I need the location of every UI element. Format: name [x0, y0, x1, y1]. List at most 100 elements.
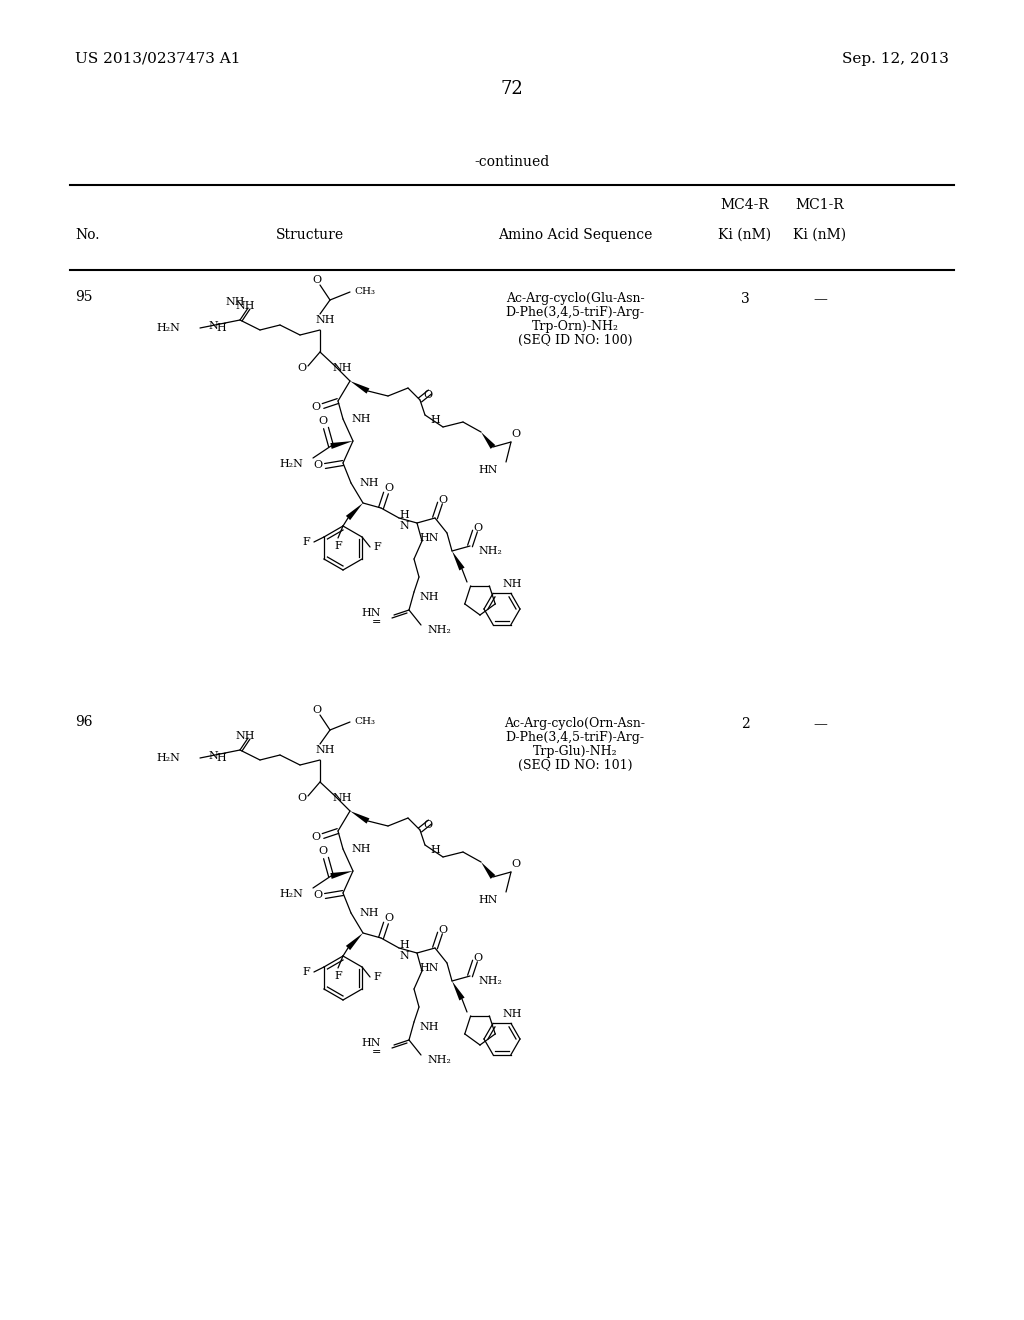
Text: NH: NH: [359, 478, 379, 488]
Text: 3: 3: [740, 292, 750, 306]
Text: O: O: [312, 705, 322, 715]
Text: Trp-Glu)-NH₂: Trp-Glu)-NH₂: [532, 744, 617, 758]
Text: F: F: [373, 543, 381, 552]
Text: O: O: [297, 363, 306, 374]
Text: H: H: [216, 323, 226, 333]
Text: Sep. 12, 2013: Sep. 12, 2013: [842, 51, 949, 66]
Text: O: O: [311, 403, 321, 412]
Text: =: =: [372, 616, 381, 627]
Text: MC1-R: MC1-R: [796, 198, 845, 213]
Polygon shape: [346, 503, 362, 520]
Text: NH: NH: [225, 297, 245, 308]
Text: O: O: [311, 832, 321, 842]
Text: HN: HN: [420, 964, 439, 973]
Text: NH: NH: [502, 1008, 521, 1019]
Text: NH: NH: [332, 363, 352, 374]
Text: 95: 95: [75, 290, 92, 304]
Text: Ki (nM): Ki (nM): [794, 228, 847, 242]
Text: H: H: [399, 510, 409, 520]
Text: F: F: [373, 972, 381, 982]
Polygon shape: [350, 810, 370, 824]
Text: O: O: [312, 275, 322, 285]
Text: NH₂: NH₂: [478, 546, 502, 556]
Text: O: O: [438, 495, 447, 506]
Text: NH: NH: [351, 414, 371, 424]
Text: =: =: [372, 1047, 381, 1057]
Text: D-Phe(3,4,5-triF)-Arg-: D-Phe(3,4,5-triF)-Arg-: [506, 731, 644, 744]
Text: O: O: [511, 429, 520, 440]
Text: N: N: [399, 521, 409, 531]
Polygon shape: [481, 862, 496, 879]
Polygon shape: [481, 432, 496, 449]
Text: CH₃: CH₃: [354, 718, 376, 726]
Text: (SEQ ID NO: 100): (SEQ ID NO: 100): [518, 334, 632, 347]
Text: O: O: [438, 925, 447, 935]
Text: HN: HN: [478, 895, 498, 906]
Text: N: N: [399, 950, 409, 961]
Text: H: H: [430, 845, 439, 855]
Text: O: O: [313, 459, 323, 470]
Text: O: O: [511, 859, 520, 869]
Text: MC4-R: MC4-R: [721, 198, 769, 213]
Text: O: O: [318, 846, 328, 855]
Text: HN: HN: [478, 465, 498, 475]
Text: NH₂: NH₂: [478, 975, 502, 986]
Polygon shape: [452, 550, 465, 570]
Text: H₂N: H₂N: [156, 752, 180, 763]
Text: —: —: [813, 292, 827, 306]
Text: Trp-Orn)-NH₂: Trp-Orn)-NH₂: [531, 319, 618, 333]
Text: H: H: [216, 752, 226, 763]
Text: N: N: [208, 751, 218, 762]
Text: H: H: [430, 414, 439, 425]
Text: NH: NH: [351, 843, 371, 854]
Text: O: O: [297, 793, 306, 803]
Text: US 2013/0237473 A1: US 2013/0237473 A1: [75, 51, 241, 66]
Text: F: F: [334, 541, 342, 550]
Text: O: O: [384, 483, 393, 492]
Text: NH: NH: [419, 1022, 438, 1032]
Text: NH₂: NH₂: [427, 624, 451, 635]
Text: H₂N: H₂N: [156, 323, 180, 333]
Text: F: F: [302, 968, 310, 977]
Text: H₂N: H₂N: [280, 888, 303, 899]
Text: F: F: [302, 537, 310, 546]
Text: O: O: [473, 523, 482, 533]
Text: N: N: [208, 321, 218, 331]
Polygon shape: [350, 381, 370, 393]
Text: 72: 72: [501, 81, 523, 98]
Text: H₂N: H₂N: [280, 459, 303, 469]
Text: Ki (nM): Ki (nM): [719, 228, 771, 242]
Text: NH: NH: [315, 744, 335, 755]
Text: HN: HN: [361, 609, 381, 618]
Polygon shape: [452, 981, 465, 1001]
Text: Structure: Structure: [275, 228, 344, 242]
Text: -continued: -continued: [474, 154, 550, 169]
Text: Ac-Arg-cyclo(Orn-Asn-: Ac-Arg-cyclo(Orn-Asn-: [505, 717, 645, 730]
Text: NH₂: NH₂: [427, 1055, 451, 1065]
Text: Ac-Arg-cyclo(Glu-Asn-: Ac-Arg-cyclo(Glu-Asn-: [506, 292, 644, 305]
Polygon shape: [346, 933, 362, 950]
Text: H: H: [399, 940, 409, 950]
Text: NH: NH: [315, 315, 335, 325]
Polygon shape: [331, 871, 353, 879]
Text: NH: NH: [502, 579, 521, 589]
Text: O: O: [318, 416, 328, 426]
Text: HN: HN: [361, 1038, 381, 1048]
Text: NH: NH: [236, 301, 255, 312]
Text: D-Phe(3,4,5-triF)-Arg-: D-Phe(3,4,5-triF)-Arg-: [506, 306, 644, 319]
Text: 2: 2: [740, 717, 750, 731]
Text: 96: 96: [75, 715, 92, 729]
Text: O: O: [424, 389, 432, 400]
Text: F: F: [334, 972, 342, 981]
Text: No.: No.: [75, 228, 99, 242]
Text: HN: HN: [420, 533, 439, 543]
Text: O: O: [384, 913, 393, 923]
Text: NH: NH: [419, 591, 438, 602]
Polygon shape: [331, 441, 353, 449]
Text: NH: NH: [332, 793, 352, 803]
Text: O: O: [424, 820, 432, 830]
Text: (SEQ ID NO: 101): (SEQ ID NO: 101): [518, 759, 632, 772]
Text: NH: NH: [359, 908, 379, 917]
Text: CH₃: CH₃: [354, 288, 376, 297]
Text: —: —: [813, 717, 827, 731]
